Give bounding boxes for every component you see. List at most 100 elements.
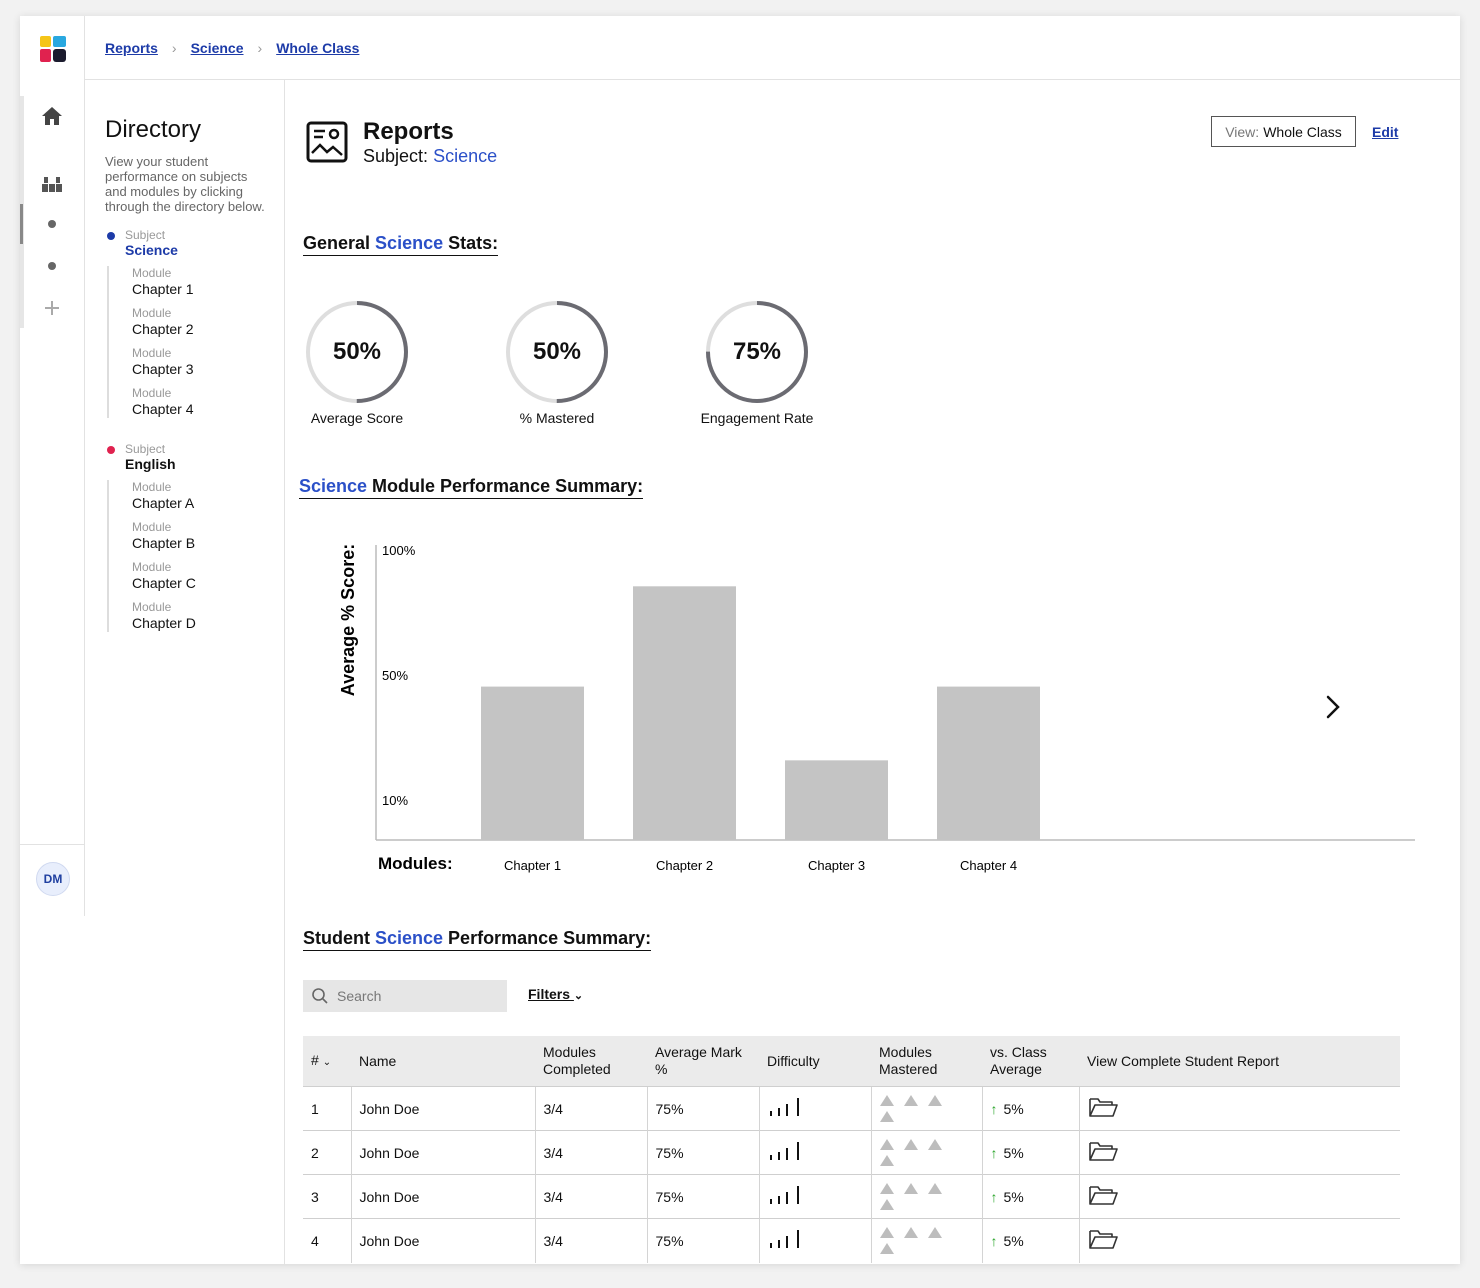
- y-tick-label: 50%: [382, 668, 408, 683]
- arrow-up-icon: ↑: [990, 1144, 998, 1161]
- modules-completed: 3/4: [534, 1174, 647, 1219]
- triangle-icon: [927, 1182, 942, 1194]
- difficulty-cell: [758, 1174, 871, 1219]
- student-title-pre: Student: [303, 928, 375, 948]
- table-row[interactable]: 4 John Doe 3/4 75% ↑ 5%: [303, 1218, 1400, 1263]
- module-name: Chapter C: [132, 575, 196, 591]
- subject-science[interactable]: Subject Science: [105, 228, 284, 258]
- module-item[interactable]: Module Chapter D: [132, 600, 284, 632]
- table-row[interactable]: 3 John Doe 3/4 75% ↑ 5%: [303, 1174, 1400, 1219]
- nav-rail: DM: [20, 16, 85, 916]
- module-item[interactable]: Module Chapter A: [132, 480, 284, 512]
- column-header-difficulty: Difficulty: [759, 1036, 871, 1087]
- mastered-cell: [870, 1130, 982, 1175]
- module-item[interactable]: Module Chapter 1: [132, 266, 284, 298]
- student-name: John Doe: [350, 1086, 535, 1131]
- signal-bars-icon: [769, 1186, 799, 1204]
- triangle-icon: [927, 1094, 942, 1106]
- ring-fill: [306, 301, 408, 403]
- arrow-up-icon: ↑: [990, 1100, 998, 1117]
- table-row[interactable]: 2 John Doe 3/4 75% ↑ 5%: [303, 1130, 1400, 1175]
- rail-item-1[interactable]: [20, 204, 84, 244]
- triangle-icon: [903, 1226, 918, 1238]
- edit-link[interactable]: Edit: [1372, 124, 1399, 140]
- average-mark: 75%: [646, 1086, 759, 1131]
- chevron-right-icon[interactable]: [1326, 695, 1340, 719]
- module-label: Module: [132, 306, 172, 320]
- vs-average-cell: ↑ 5%: [981, 1218, 1079, 1263]
- avatar[interactable]: DM: [36, 862, 70, 896]
- view-selector-button[interactable]: View: Whole Class: [1211, 116, 1356, 147]
- module-label: Module: [132, 600, 172, 614]
- triangle-icon: [879, 1154, 894, 1166]
- column-label: #: [311, 1051, 319, 1068]
- module-name: Chapter 2: [132, 321, 194, 337]
- x-tick-label: Chapter 2: [656, 858, 713, 873]
- y-tick-label: 100%: [382, 543, 416, 558]
- open-folder-icon[interactable]: [1088, 1184, 1118, 1206]
- vs-average-cell: ↑ 5%: [981, 1086, 1079, 1131]
- y-axis-label: Average % Score:: [338, 544, 358, 696]
- column-header-name: Name: [351, 1036, 535, 1087]
- column-header-mark: Average Mark %: [647, 1036, 759, 1087]
- module-label: Module: [132, 560, 172, 574]
- add-nav[interactable]: [20, 288, 84, 328]
- subject-name: Science: [125, 242, 178, 258]
- table-row[interactable]: 1 John Doe 3/4 75% ↑ 5%: [303, 1086, 1400, 1131]
- rail-item-2[interactable]: [20, 246, 84, 286]
- module-item[interactable]: Module Chapter B: [132, 520, 284, 552]
- breadcrumb-science[interactable]: Science: [190, 39, 244, 56]
- page-title: Reports: [363, 118, 454, 145]
- subject-bullet: [107, 232, 115, 240]
- vs-average-cell: ↑ 5%: [981, 1130, 1079, 1175]
- subject-english[interactable]: Subject English: [105, 442, 284, 472]
- module-item[interactable]: Module Chapter 4: [132, 386, 284, 418]
- module-list-english: Module Chapter A Module Chapter B Module Ch…: [107, 480, 284, 632]
- module-item[interactable]: Module Chapter C: [132, 560, 284, 592]
- bar: [481, 686, 584, 840]
- x-tick-label: Chapter 3: [808, 858, 865, 873]
- x-tick-label: Chapter 1: [504, 858, 561, 873]
- module-label: Module: [132, 266, 172, 280]
- student-title-post: Performance Summary:: [443, 928, 652, 948]
- column-header-mastered: Modules Mastered: [871, 1036, 982, 1087]
- breadcrumb-whole-class[interactable]: Whole Class: [276, 39, 360, 56]
- row-number: 2: [303, 1130, 351, 1175]
- app-logo[interactable]: [40, 36, 66, 62]
- signal-bars-icon: [769, 1142, 799, 1160]
- report-cell: [1078, 1086, 1400, 1131]
- module-item[interactable]: Module Chapter 3: [132, 346, 284, 378]
- filters-label: Filters: [528, 986, 571, 1002]
- home-nav[interactable]: [20, 96, 84, 136]
- column-header-number[interactable]: # ⌄: [303, 1036, 351, 1087]
- open-folder-icon[interactable]: [1088, 1096, 1118, 1118]
- student-name: John Doe: [350, 1218, 535, 1263]
- breadcrumb-reports[interactable]: Reports: [105, 39, 158, 56]
- vs-average-value: 5%: [1003, 1188, 1024, 1205]
- open-folder-icon[interactable]: [1088, 1228, 1118, 1250]
- module-summary-post: Module Performance Summary:: [367, 476, 644, 496]
- column-header-report: View Complete Student Report: [1079, 1036, 1400, 1087]
- module-name: Chapter A: [132, 495, 195, 511]
- module-item[interactable]: Module Chapter 2: [132, 306, 284, 338]
- home-icon: [42, 107, 62, 125]
- student-summary-title: Student Science Performance Summary:: [303, 928, 652, 951]
- x-tick-label: Chapter 4: [960, 858, 1017, 873]
- vs-average-value: 5%: [1003, 1144, 1024, 1161]
- difficulty-cell: [758, 1130, 871, 1175]
- report-cell: [1078, 1130, 1400, 1175]
- chevron-right-icon: ›: [257, 39, 263, 56]
- module-name: Chapter 4: [132, 401, 194, 417]
- filters-dropdown[interactable]: Filters ⌄: [528, 986, 583, 1002]
- module-name: Chapter B: [132, 535, 196, 551]
- modules-nav[interactable]: [20, 164, 84, 204]
- stats-title-pre: General: [303, 233, 376, 253]
- search-input[interactable]: Search: [303, 980, 507, 1012]
- breadcrumb: Reports › Science › Whole Class: [85, 16, 1460, 80]
- triangle-icon: [927, 1226, 942, 1238]
- ring-fill: [506, 301, 608, 403]
- open-folder-icon[interactable]: [1088, 1140, 1118, 1162]
- average-mark: 75%: [646, 1130, 759, 1175]
- directory-panel: Directory View your student performance …: [85, 80, 285, 1264]
- dot-icon: [48, 220, 56, 228]
